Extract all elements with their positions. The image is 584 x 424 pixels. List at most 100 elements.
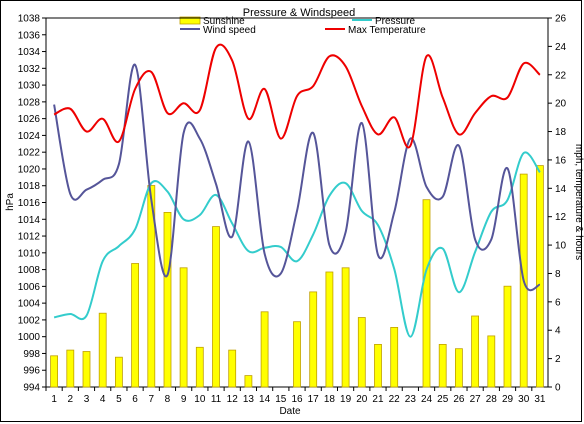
sunshine-bar bbox=[536, 165, 544, 388]
x-tick-label: 19 bbox=[340, 394, 352, 405]
legend: Sunshine Pressure Wind speed Max Tempera… bbox=[179, 16, 426, 36]
x-tick-label: 8 bbox=[165, 394, 171, 405]
y-tick-label-left: 1012 bbox=[18, 232, 41, 243]
sunshine-bar bbox=[503, 285, 512, 388]
x-tick-label: 25 bbox=[437, 394, 449, 405]
pressure-line bbox=[53, 151, 541, 338]
y-tick-label-right: 8 bbox=[555, 269, 561, 280]
y-tick-label-left: 1000 bbox=[18, 332, 41, 343]
sunshine-bar bbox=[422, 199, 431, 388]
y-tick-label-left: 1016 bbox=[18, 198, 41, 209]
x-tick-label: 18 bbox=[324, 394, 336, 405]
x-tick-label: 3 bbox=[84, 394, 90, 405]
x-tick-label: 30 bbox=[518, 394, 530, 405]
sunshine-bar bbox=[82, 351, 91, 388]
series-lines bbox=[53, 43, 541, 338]
x-tick-label: 15 bbox=[275, 394, 287, 405]
y-tick-label-right: 6 bbox=[555, 297, 561, 308]
legend-label-wind-speed: Wind speed bbox=[203, 25, 256, 36]
max-temperature-line bbox=[53, 43, 541, 149]
x-tick-label: 6 bbox=[132, 394, 138, 405]
y-tick-label-left: 1038 bbox=[18, 14, 41, 25]
y-tick-label-left: 1004 bbox=[18, 299, 41, 310]
legend-swatch-sunshine bbox=[179, 16, 201, 25]
sunshine-bars bbox=[50, 165, 544, 388]
y-tick-label-left: 1008 bbox=[18, 265, 41, 276]
sunshine-bar bbox=[131, 263, 140, 388]
legend-label-pressure: Pressure bbox=[375, 16, 415, 27]
x-tick-label: 5 bbox=[116, 394, 122, 405]
axes: 9949969981000100210041006100810101012101… bbox=[18, 14, 567, 406]
y-tick-label-left: 1034 bbox=[18, 47, 41, 58]
x-tick-label: 12 bbox=[227, 394, 239, 405]
chart-title: Pressure & Windspeed bbox=[243, 7, 356, 19]
sunshine-bar bbox=[438, 343, 447, 388]
y-tick-label-left: 1006 bbox=[18, 282, 41, 293]
sunshine-bar bbox=[228, 349, 237, 388]
sunshine-bar bbox=[454, 348, 463, 388]
sunshine-bar bbox=[244, 375, 253, 388]
x-tick-label: 26 bbox=[453, 394, 465, 405]
legend-label-sunshine: Sunshine bbox=[203, 16, 245, 27]
y-tick-label-left: 1024 bbox=[18, 131, 41, 142]
y-tick-label-right: 14 bbox=[555, 184, 567, 195]
y-tick-label-right: 10 bbox=[555, 241, 567, 252]
y-tick-label-left: 1014 bbox=[18, 215, 41, 226]
y-tick-label-left: 1010 bbox=[18, 248, 41, 259]
y-tick-label-right: 24 bbox=[555, 42, 567, 53]
sunshine-bar bbox=[471, 315, 480, 388]
y-tick-label-right: 2 bbox=[555, 354, 561, 365]
y-tick-label-left: 1036 bbox=[18, 30, 41, 41]
y-tick-label-left: 1026 bbox=[18, 114, 41, 125]
x-tick-label: 23 bbox=[405, 394, 417, 405]
y-tick-label-right: 12 bbox=[555, 212, 567, 223]
x-tick-label: 2 bbox=[68, 394, 74, 405]
y-tick-label-right: 0 bbox=[555, 383, 561, 394]
x-tick-label: 9 bbox=[181, 394, 187, 405]
x-tick-label: 27 bbox=[470, 394, 482, 405]
y-tick-label-left: 1002 bbox=[18, 315, 41, 326]
sunshine-bar bbox=[374, 343, 382, 388]
y-axis-label-left: hPa bbox=[5, 193, 16, 211]
sunshine-bar bbox=[357, 317, 366, 388]
x-tick-label: 1 bbox=[51, 394, 57, 405]
y-tick-label-right: 22 bbox=[555, 70, 567, 81]
x-axis-label: Date bbox=[279, 406, 301, 417]
x-tick-label: 10 bbox=[194, 394, 206, 405]
sunshine-bar bbox=[147, 185, 156, 388]
sunshine-bar bbox=[260, 311, 269, 388]
sunshine-bar bbox=[115, 356, 123, 388]
sunshine-bar bbox=[293, 321, 301, 388]
y-tick-label-right: 26 bbox=[555, 14, 567, 25]
sunshine-bar bbox=[390, 326, 399, 388]
y-tick-label-left: 1028 bbox=[18, 97, 41, 108]
x-tick-label: 16 bbox=[291, 394, 303, 405]
x-tick-label: 13 bbox=[243, 394, 255, 405]
x-tick-label: 14 bbox=[259, 394, 271, 405]
y-tick-label-left: 1022 bbox=[18, 148, 41, 159]
x-tick-label: 21 bbox=[372, 394, 384, 405]
x-tick-label: 4 bbox=[100, 394, 106, 405]
y-tick-label-left: 996 bbox=[23, 366, 40, 377]
y-tick-label-left: 1032 bbox=[18, 64, 41, 75]
x-tick-label: 7 bbox=[148, 394, 154, 405]
sunshine-bar bbox=[163, 211, 172, 388]
sunshine-bar bbox=[487, 335, 496, 388]
x-tick-label: 20 bbox=[356, 394, 368, 405]
x-tick-label: 11 bbox=[211, 394, 222, 405]
x-tick-label: 28 bbox=[486, 394, 498, 405]
y-tick-label-right: 18 bbox=[555, 127, 567, 138]
y-tick-label-left: 1020 bbox=[18, 164, 41, 175]
x-tick-label: 17 bbox=[308, 394, 320, 405]
sunshine-bar bbox=[50, 355, 58, 388]
y-tick-label-left: 1030 bbox=[18, 81, 41, 92]
y-tick-label-left: 998 bbox=[23, 349, 40, 360]
sunshine-bar bbox=[212, 226, 220, 388]
x-tick-label: 24 bbox=[421, 394, 433, 405]
x-tick-label: 31 bbox=[534, 394, 546, 405]
sunshine-bar bbox=[341, 267, 350, 388]
x-tick-label: 29 bbox=[502, 394, 514, 405]
sunshine-bar bbox=[309, 291, 318, 388]
y-tick-label-left: 994 bbox=[23, 383, 40, 394]
